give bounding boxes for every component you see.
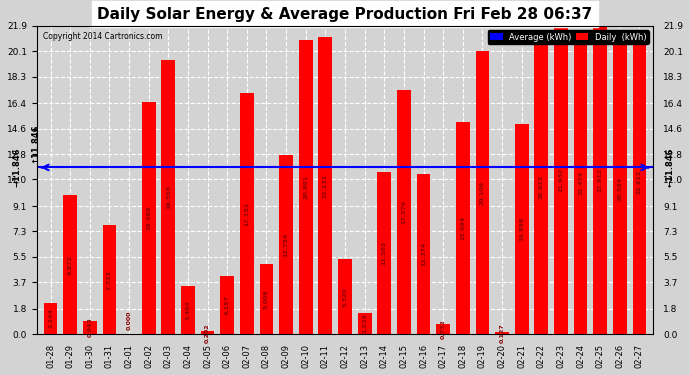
Text: 0.000: 0.000 — [126, 310, 132, 330]
Text: 19.503: 19.503 — [166, 185, 171, 209]
Text: 12.754: 12.754 — [284, 232, 288, 256]
Bar — [554, 26, 568, 334]
Text: Copyright 2014 Cartronics.com: Copyright 2014 Cartronics.com — [43, 32, 162, 41]
Text: 14.898: 14.898 — [519, 217, 524, 242]
Text: 9.872: 9.872 — [68, 255, 72, 274]
Text: 16.489: 16.489 — [146, 206, 151, 230]
Text: 0.732: 0.732 — [441, 319, 446, 339]
Text: 0.127: 0.127 — [500, 324, 504, 343]
Bar — [319, 37, 333, 334]
Text: 3.404: 3.404 — [186, 300, 190, 320]
Bar — [279, 154, 293, 334]
Bar — [515, 124, 529, 334]
Bar — [613, 44, 627, 334]
Title: Daily Solar Energy & Average Production Fri Feb 28 06:37: Daily Solar Energy & Average Production … — [97, 7, 593, 22]
Text: 21.612: 21.612 — [637, 170, 642, 194]
Bar — [43, 303, 57, 334]
Text: ←11.846: ←11.846 — [666, 148, 675, 187]
Text: 17.151: 17.151 — [244, 201, 249, 226]
Text: 15.094: 15.094 — [460, 216, 465, 240]
Text: 0.943: 0.943 — [88, 318, 92, 338]
Text: 1.535: 1.535 — [362, 314, 367, 333]
Bar — [220, 276, 234, 334]
Text: 20.109: 20.109 — [480, 181, 485, 205]
Bar — [456, 122, 470, 334]
Bar — [436, 324, 450, 334]
Text: 21.474: 21.474 — [578, 171, 583, 195]
Bar — [240, 93, 254, 334]
Bar — [142, 102, 155, 334]
Bar — [495, 332, 509, 334]
Bar — [397, 90, 411, 334]
Text: 4.157: 4.157 — [225, 295, 230, 315]
Bar — [338, 259, 352, 334]
Bar — [377, 172, 391, 334]
Bar — [161, 60, 175, 334]
Text: 11.503: 11.503 — [382, 241, 387, 265]
Bar — [201, 332, 215, 334]
Text: 7.723: 7.723 — [107, 270, 112, 290]
Bar — [593, 26, 607, 334]
Text: ↑11.846: ↑11.846 — [30, 124, 39, 163]
Bar — [417, 174, 431, 334]
Text: 21.912: 21.912 — [598, 168, 602, 192]
Bar — [475, 51, 489, 334]
Text: 5.320: 5.320 — [342, 287, 348, 307]
Bar — [633, 30, 647, 334]
Text: 17.370: 17.370 — [402, 200, 406, 224]
Bar — [181, 286, 195, 334]
Bar — [299, 40, 313, 334]
Bar — [83, 321, 97, 334]
Text: 21.932: 21.932 — [558, 168, 564, 192]
Text: →11.846: →11.846 — [12, 148, 21, 187]
Bar — [259, 264, 273, 334]
Text: 5.008: 5.008 — [264, 289, 269, 309]
Text: 2.244: 2.244 — [48, 309, 53, 328]
Text: 21.131: 21.131 — [323, 173, 328, 198]
Text: 11.374: 11.374 — [421, 242, 426, 266]
Bar — [103, 225, 117, 334]
Text: 0.202: 0.202 — [205, 323, 210, 343]
Legend: Average (kWh), Daily  (kWh): Average (kWh), Daily (kWh) — [488, 30, 649, 44]
Bar — [357, 313, 371, 334]
Bar — [573, 32, 587, 334]
Bar — [63, 195, 77, 334]
Text: 20.891: 20.891 — [303, 175, 308, 199]
Bar — [535, 40, 548, 334]
Text: 20.922: 20.922 — [539, 175, 544, 199]
Text: 20.584: 20.584 — [618, 177, 622, 201]
